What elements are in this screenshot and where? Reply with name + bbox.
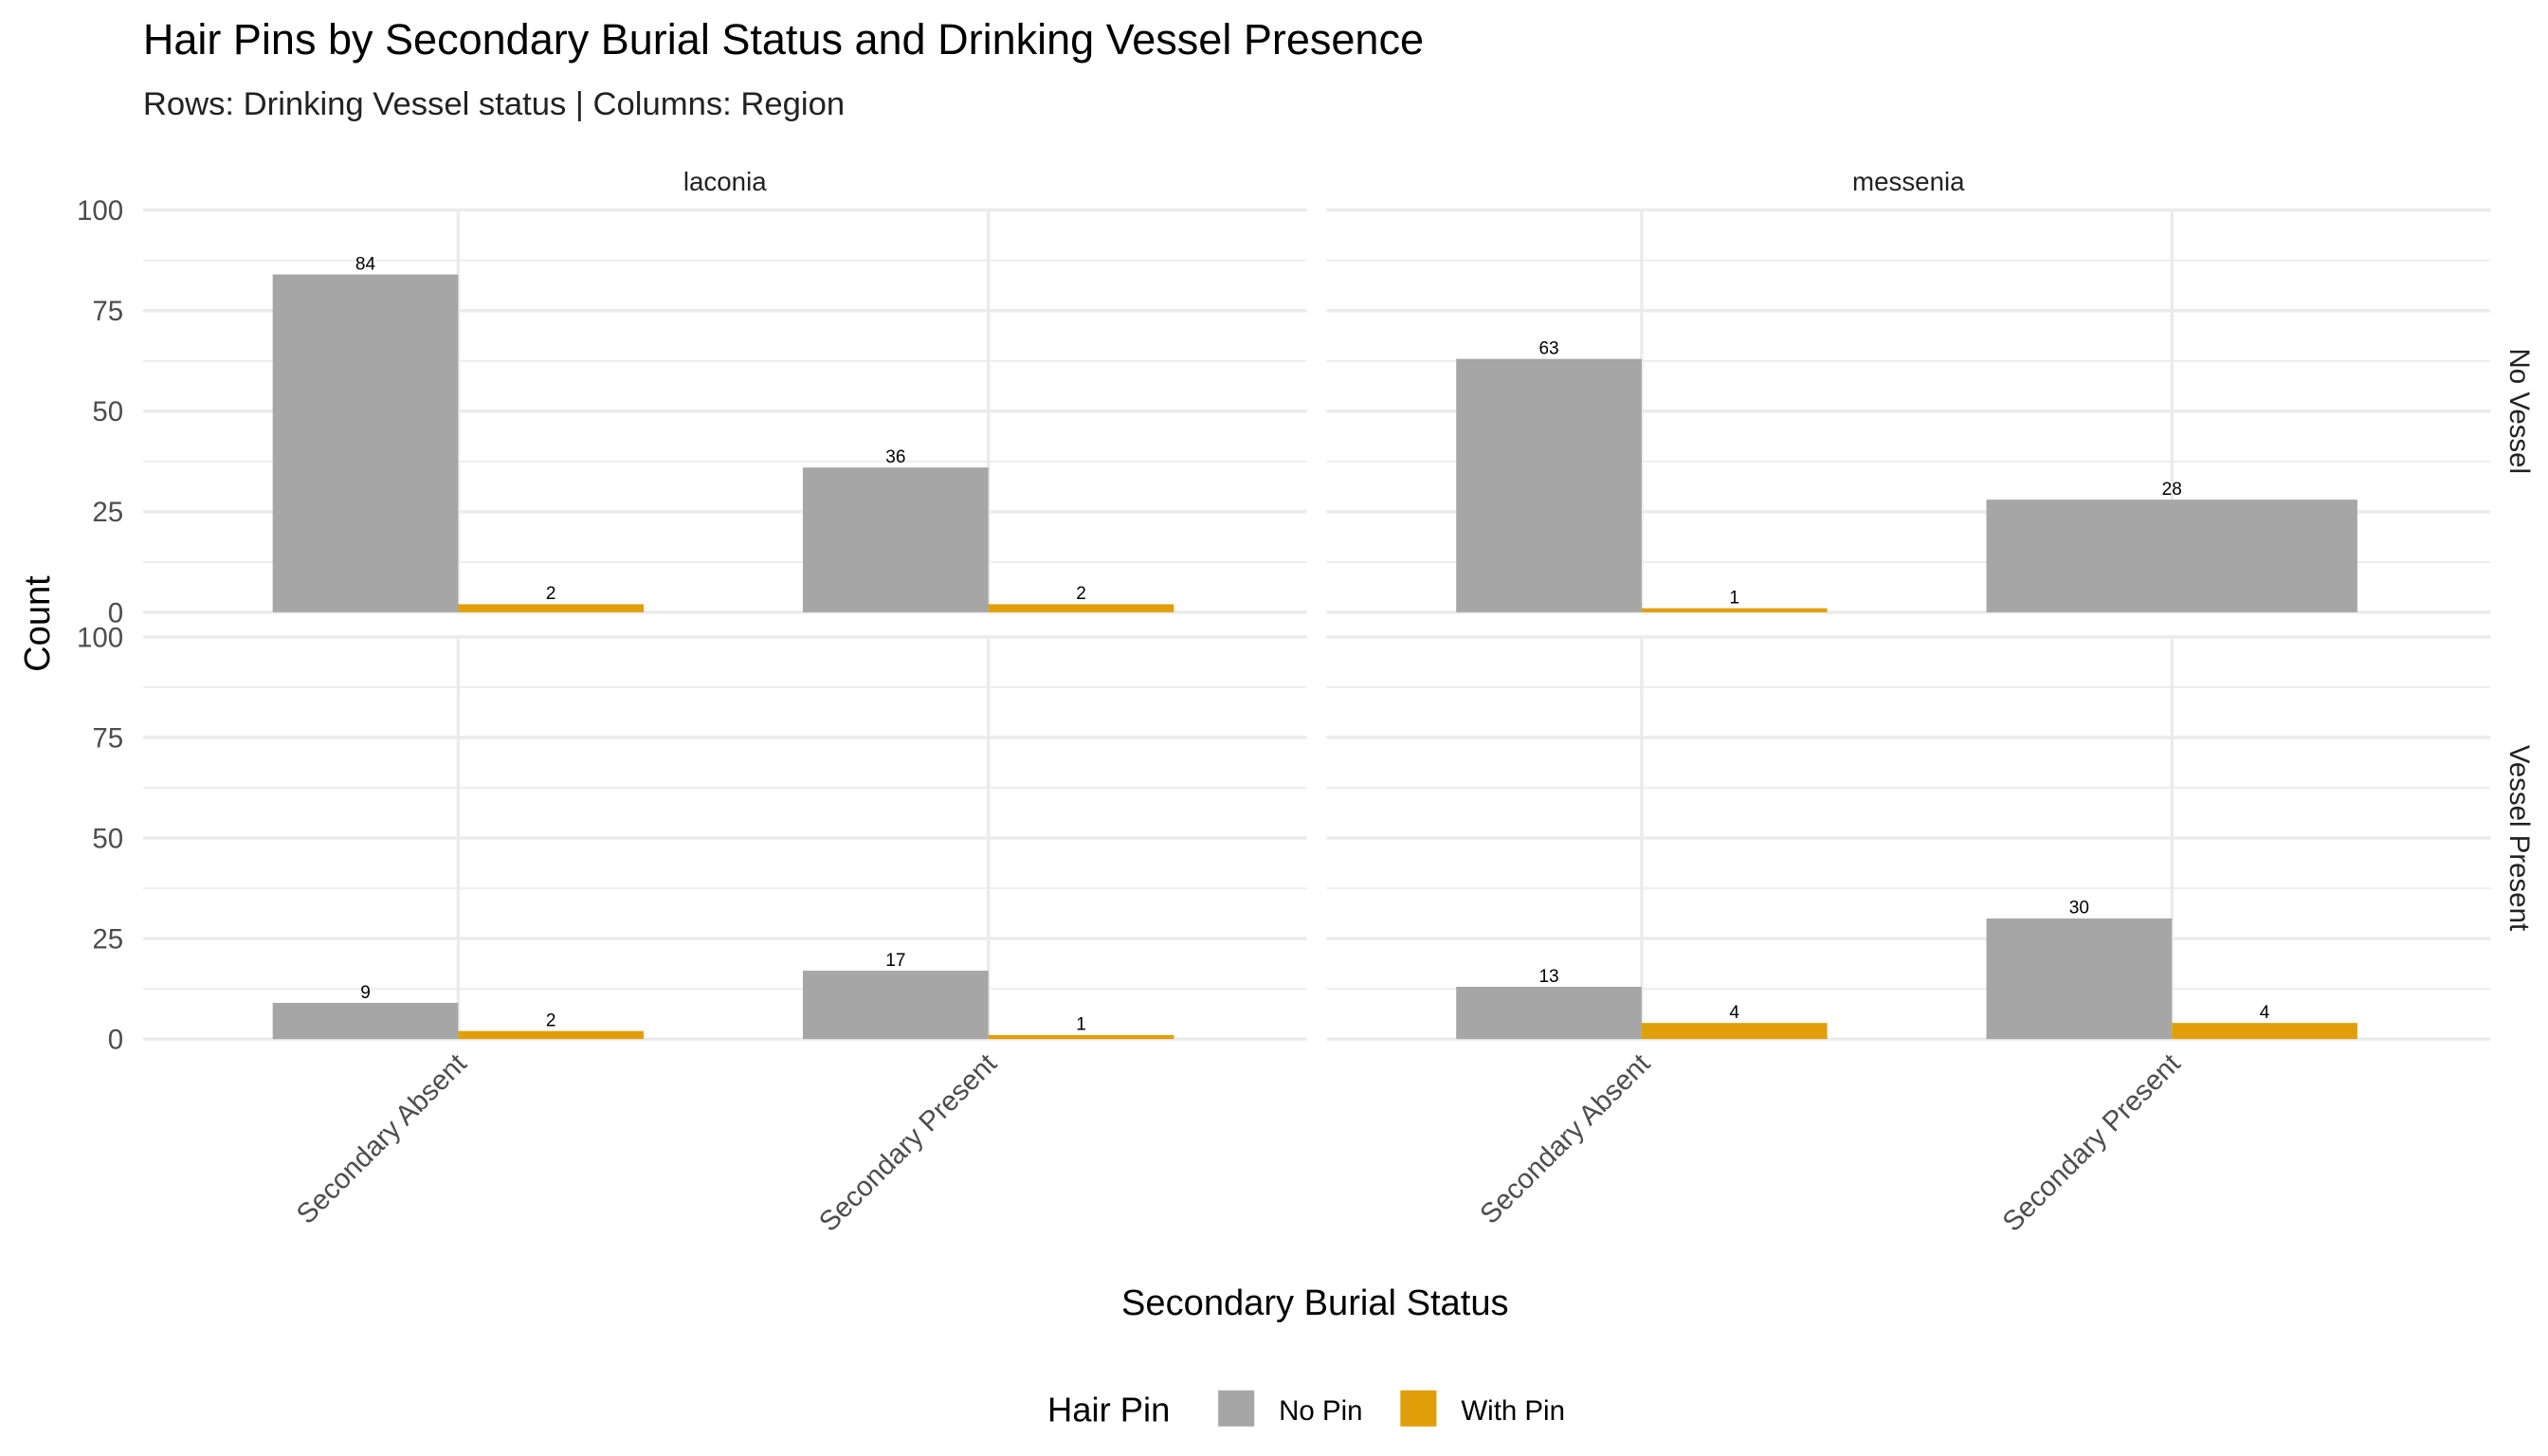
bar-no-pin — [1456, 358, 1642, 612]
x-axis-title: Secondary Burial Status — [1121, 1283, 1509, 1323]
bar-no-pin — [803, 971, 989, 1040]
bar-no-pin — [1986, 500, 2357, 612]
bar-value-label: 28 — [2162, 480, 2182, 500]
y-axis-title: Count — [18, 575, 58, 672]
y-tick-label: 50 — [92, 823, 123, 854]
bar-with-pin — [988, 1034, 1174, 1040]
bar-with-pin — [988, 604, 1174, 612]
bar-value-label: 63 — [1538, 338, 1558, 358]
column-strip-label: messenia — [1852, 167, 1965, 196]
bar-value-label: 2 — [546, 584, 556, 604]
bar-no-pin — [1456, 986, 1642, 1040]
legend: Hair Pin No Pin With Pin — [1047, 1391, 1565, 1429]
bar-value-label: 84 — [355, 254, 376, 274]
chart-subtitle: Rows: Drinking Vessel status | Columns: … — [143, 86, 845, 122]
y-tick-label: 100 — [77, 622, 123, 653]
column-strip-label: laconia — [683, 167, 767, 196]
bar-no-pin — [803, 467, 989, 612]
bar-value-label: 36 — [885, 447, 905, 467]
bar-value-label: 1 — [1076, 1015, 1086, 1035]
legend-swatch-no-pin — [1218, 1390, 1255, 1427]
bar-value-label: 4 — [2260, 1003, 2270, 1023]
bar-no-pin — [272, 274, 459, 612]
bar-with-pin — [458, 604, 645, 612]
bar-with-pin — [1641, 608, 1828, 612]
bar-no-pin — [272, 1002, 459, 1040]
row-strip-label: Vessel Present — [2503, 745, 2535, 931]
y-tick-label: 0 — [108, 1025, 123, 1056]
bar-value-label: 2 — [1076, 584, 1086, 604]
y-tick-label: 0 — [108, 597, 123, 628]
legend-swatch-with-pin — [1400, 1390, 1437, 1427]
row-strip-label: No Vessel — [2503, 349, 2535, 474]
y-tick-label: 25 — [92, 923, 123, 955]
bar-value-label: 30 — [2069, 899, 2089, 919]
bar-with-pin — [1641, 1023, 1828, 1040]
bar-value-label: 4 — [1729, 1003, 1739, 1023]
y-tick-label: 25 — [92, 497, 123, 528]
y-tick-label: 75 — [92, 296, 123, 327]
bar-value-label: 13 — [1538, 967, 1558, 987]
y-tick-label: 50 — [92, 396, 123, 428]
bar-value-label: 1 — [1729, 588, 1739, 608]
bar-value-label: 2 — [546, 1010, 556, 1030]
legend-label-with-pin: With Pin — [1461, 1395, 1565, 1427]
bar-with-pin — [458, 1030, 645, 1040]
legend-title: Hair Pin — [1047, 1391, 1170, 1429]
y-tick-label: 100 — [77, 195, 123, 227]
bar-with-pin — [2172, 1023, 2357, 1040]
bar-value-label: 17 — [885, 951, 905, 971]
bar-no-pin — [1986, 918, 2173, 1040]
legend-label-no-pin: No Pin — [1279, 1395, 1362, 1427]
chart-title: Hair Pins by Secondary Burial Status and… — [143, 15, 1424, 64]
bar-value-label: 9 — [360, 983, 371, 1003]
y-tick-label: 75 — [92, 722, 123, 754]
